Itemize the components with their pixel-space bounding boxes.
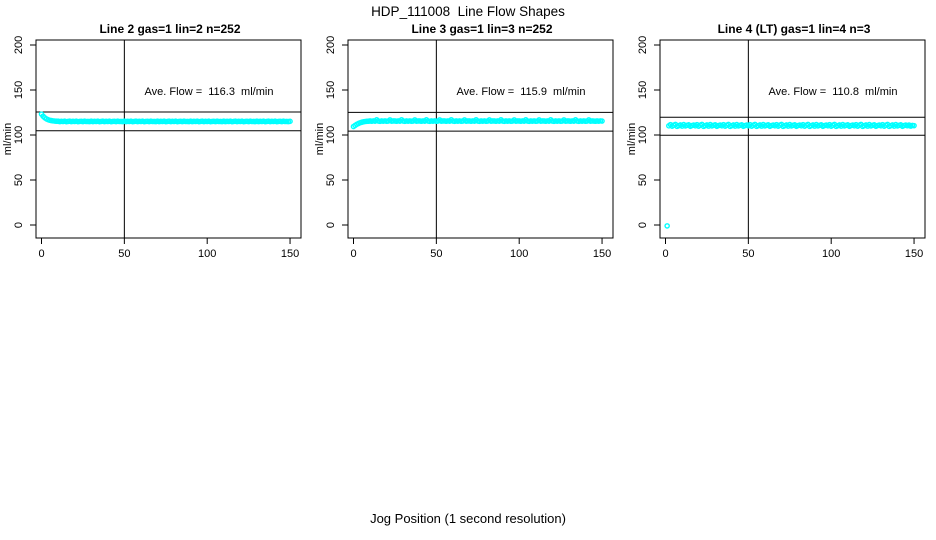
plot-border bbox=[659, 39, 926, 239]
avg-flow-annotation: Ave. Flow = 116.3 ml/min bbox=[145, 86, 274, 98]
y-tick-label: 100 bbox=[637, 126, 649, 144]
y-tick-label: 0 bbox=[13, 222, 25, 228]
plot-frame: 0 50 100 150 0 50 100 150 200 bbox=[637, 36, 926, 260]
x-tick-label: 50 bbox=[430, 248, 442, 260]
y-axis-label: ml/min bbox=[314, 123, 326, 155]
data-point bbox=[287, 118, 293, 125]
x-tick-label: 100 bbox=[510, 248, 528, 260]
y-tick-label: 50 bbox=[13, 174, 25, 186]
plot-line-3: Line 3 gas=1 lin=3 n=252 Ave. Flow = 115… bbox=[314, 22, 614, 260]
x-tick-label: 150 bbox=[593, 248, 611, 260]
y-axis-label: ml/min bbox=[626, 123, 638, 155]
plot-line-2: Line 2 gas=1 lin=2 n=252 Ave. Flow = 116… bbox=[2, 22, 302, 260]
data-point bbox=[664, 223, 670, 229]
panel-title: Line 2 gas=1 lin=2 n=252 bbox=[99, 22, 240, 36]
x-tick-label: 150 bbox=[905, 248, 923, 260]
panel-title: Line 3 gas=1 lin=3 n=252 bbox=[411, 22, 552, 36]
x-tick-label: 50 bbox=[118, 248, 130, 260]
data-point bbox=[599, 118, 605, 124]
panel-line-4: Line 4 (LT) gas=1 lin=4 n=3 Ave. Flow = … bbox=[624, 20, 936, 280]
x-tick-label: 0 bbox=[350, 248, 356, 260]
panel-title: Line 4 (LT) gas=1 lin=4 n=3 bbox=[718, 22, 871, 36]
x-tick-label: 100 bbox=[822, 248, 840, 260]
y-axis-label: ml/min bbox=[2, 123, 14, 155]
avg-flow-annotation: Ave. Flow = 115.9 ml/min bbox=[457, 86, 586, 98]
y-tick-label: 100 bbox=[13, 126, 25, 144]
y-tick-label: 100 bbox=[325, 126, 337, 144]
y-tick-label: 150 bbox=[637, 81, 649, 99]
x-tick-label: 150 bbox=[281, 248, 299, 260]
figure-title: HDP_111008 Line Flow Shapes bbox=[371, 4, 565, 19]
plot-border bbox=[347, 39, 614, 239]
plot-frame: 0 50 100 150 0 50 100 150 200 bbox=[325, 36, 614, 260]
y-tick-label: 150 bbox=[13, 81, 25, 99]
data-point bbox=[911, 122, 917, 129]
x-axis-label: Jog Position (1 second resolution) bbox=[370, 511, 566, 526]
y-tick-label: 150 bbox=[325, 81, 337, 99]
y-tick-label: 200 bbox=[325, 36, 337, 54]
y-tick-label: 200 bbox=[637, 36, 649, 54]
x-tick-label: 50 bbox=[742, 248, 754, 260]
x-tick-label: 100 bbox=[198, 248, 216, 260]
plot-line-4: Line 4 (LT) gas=1 lin=4 n=3 Ave. Flow = … bbox=[626, 22, 926, 260]
panel-line-2: Line 2 gas=1 lin=2 n=252 Ave. Flow = 116… bbox=[0, 20, 312, 280]
panel-line-3: Line 3 gas=1 lin=3 n=252 Ave. Flow = 115… bbox=[312, 20, 624, 280]
y-tick-label: 50 bbox=[325, 174, 337, 186]
y-tick-label: 50 bbox=[637, 174, 649, 186]
plot-border bbox=[35, 39, 302, 239]
x-tick-label: 0 bbox=[38, 248, 44, 260]
avg-flow-annotation: Ave. Flow = 110.8 ml/min bbox=[769, 86, 898, 98]
y-tick-label: 0 bbox=[637, 222, 649, 228]
x-tick-label: 0 bbox=[662, 248, 668, 260]
plot-frame: 0 50 100 150 0 50 100 150 200 bbox=[13, 36, 302, 260]
y-tick-label: 200 bbox=[13, 36, 25, 54]
y-tick-label: 0 bbox=[325, 222, 337, 228]
